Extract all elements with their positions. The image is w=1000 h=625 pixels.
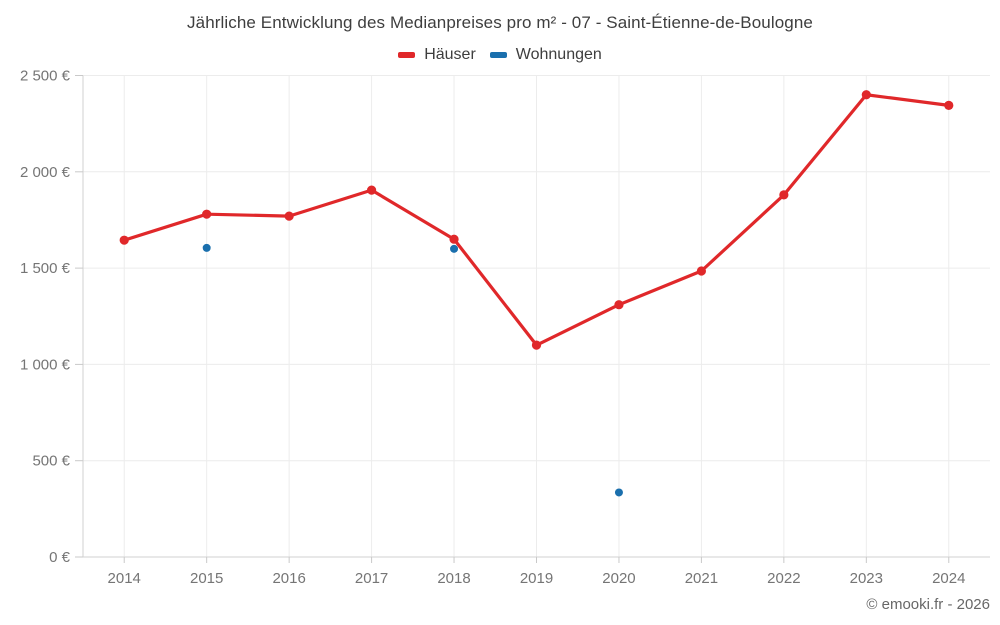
- y-tick-label: 1 500 €: [20, 260, 71, 277]
- legend-label-haeuser: Häuser: [424, 46, 476, 63]
- x-tick-label: 2016: [272, 570, 305, 587]
- marker-wohnungen-2015[interactable]: [202, 243, 211, 252]
- marker-häuser-2022[interactable]: [779, 190, 789, 200]
- marker-häuser-2024[interactable]: [944, 100, 954, 110]
- legend-label-wohnungen: Wohnungen: [515, 46, 602, 63]
- x-tick-label: 2014: [108, 570, 141, 587]
- copyright: © emooki.fr - 2026: [866, 596, 990, 613]
- y-tick-label: 500 €: [32, 453, 70, 470]
- x-tick-label: 2019: [520, 570, 553, 587]
- marker-häuser-2019[interactable]: [531, 340, 542, 350]
- y-tick-label: 1 000 €: [20, 356, 71, 373]
- legend-item-wohnungen[interactable]: Wohnungen: [489, 46, 602, 64]
- marker-häuser-2016[interactable]: [284, 211, 294, 221]
- marker-häuser-2020[interactable]: [614, 300, 624, 310]
- y-tick-label: 0 €: [49, 549, 71, 566]
- chart-legend: Häuser Wohnungen: [0, 46, 1000, 64]
- x-tick-label: 2020: [602, 570, 635, 587]
- marker-häuser-2018[interactable]: [449, 234, 459, 244]
- marker-wohnungen-2020[interactable]: [614, 488, 623, 497]
- x-tick-label: 2024: [932, 570, 965, 587]
- x-tick-label: 2022: [767, 570, 800, 587]
- y-tick-label: 2 000 €: [20, 164, 71, 181]
- y-tick-label: 2 500 €: [20, 68, 71, 85]
- x-tick-label: 2015: [190, 570, 223, 587]
- marker-häuser-2023[interactable]: [861, 90, 871, 100]
- legend-item-haeuser[interactable]: Häuser: [398, 46, 476, 64]
- marker-häuser-2015[interactable]: [202, 209, 212, 219]
- marker-häuser-2021[interactable]: [696, 266, 707, 276]
- x-tick-label: 2018: [437, 570, 470, 587]
- marker-wohnungen-2018[interactable]: [450, 244, 459, 253]
- legend-swatch-haeuser-icon: [398, 52, 416, 58]
- x-tick-label: 2021: [685, 570, 718, 587]
- marker-häuser-2014[interactable]: [119, 235, 129, 245]
- marker-häuser-2017[interactable]: [366, 185, 377, 195]
- x-tick-label: 2023: [850, 570, 883, 587]
- chart-title: Jährliche Entwicklung des Medianpreises …: [187, 13, 813, 32]
- legend-swatch-wohnungen-icon: [489, 52, 507, 58]
- x-tick-label: 2017: [355, 570, 388, 587]
